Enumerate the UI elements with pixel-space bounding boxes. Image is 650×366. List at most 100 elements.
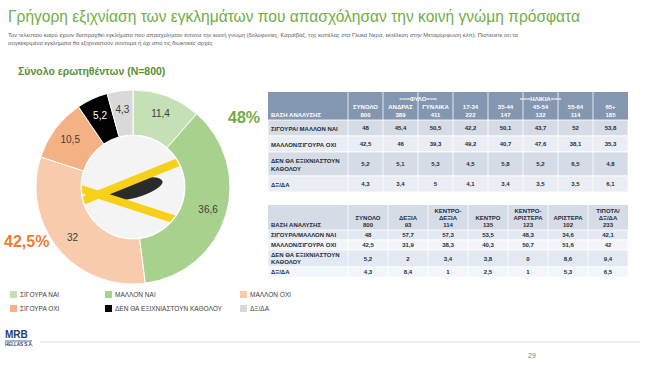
data-label: 5,2 (93, 110, 107, 121)
table-cell: 42 (605, 242, 612, 248)
table-cell: 50,1 (500, 125, 512, 131)
table-cell: 43,7 (535, 125, 547, 131)
annotation: 42,5% (4, 233, 49, 250)
table-cell: 1 (446, 269, 450, 275)
table-column-header: 35-44 (498, 104, 514, 110)
table-cell: 5,3 (431, 161, 440, 167)
table-cell: 4,1 (466, 181, 475, 187)
table-separator (523, 92, 524, 192)
logo-mark: MRB (5, 329, 28, 340)
logo-rule (5, 341, 32, 342)
table-cell: 6,5 (604, 269, 613, 275)
table-row-bg (268, 240, 628, 250)
table-base: 93 (405, 222, 412, 228)
table-cell: 3,8 (484, 256, 493, 262)
table-cell: 4,3 (361, 181, 370, 187)
table-group-header: ===ΗΛΙΚΙΑ=== (520, 96, 562, 102)
slide-svg: Γρήγορη εξιχνίαση των εγκλημάτων που απα… (0, 0, 650, 366)
table-cell: 3,5 (571, 181, 580, 187)
table-row-label: ΔΞ/ΔΑ (271, 182, 290, 188)
table-row-label: ΚΑΘΟΛΟΥ (271, 166, 301, 172)
table-row-label: ΔΕΝ ΘΑ ΕΞΙΧΝΙΑΣΤΟΥΝ (271, 252, 340, 258)
table-row-bg (268, 120, 628, 136)
table-base: 411 (431, 112, 441, 118)
table-row-bg (268, 136, 628, 152)
table-cell: 5,2 (364, 256, 373, 262)
table-cell: 38,1 (570, 141, 582, 147)
table-separator (508, 205, 509, 277)
legend-label: ΣΙΓΟΥΡΑ ΟΧΙ (20, 305, 60, 312)
table-row-bg (268, 152, 628, 176)
table-cell: 34,6 (562, 232, 574, 238)
annotation: Σύνολο ερωτηθέντων (Ν=800) (18, 65, 165, 77)
table-cell: 42,5 (362, 242, 374, 248)
data-labels: 11,436,63210,55,24,3 (60, 104, 218, 243)
table-row-label: ΜΑΛΛΟΝ/ΣΙΓΟΥΡΑ ΟΧΙ (271, 242, 336, 248)
table-row-bg (268, 267, 628, 277)
table-cell: 3,5 (536, 181, 545, 187)
table-base: 123 (523, 222, 534, 228)
logo: MRBHELLAS S.A. (5, 329, 33, 347)
table-cell: 52 (572, 125, 579, 131)
table-column-header: ΚΕΝΤΡΟ- (435, 208, 462, 214)
table-cell: 39,3 (430, 141, 442, 147)
table-cell: 57,7 (402, 232, 414, 238)
table-cell: 47,6 (535, 141, 547, 147)
table-cell: 31,9 (402, 242, 414, 248)
legend: ΣΙΓΟΥΡΑ ΝΑΙΜΑΛΛΟΝ ΝΑΙΜΑΛΛΟΝ ΟΧΙΣΙΓΟΥΡΑ Ο… (10, 291, 291, 312)
pie-slice (107, 90, 133, 137)
table-row-label: ΔΕΝ ΘΑ ΕΞΙΧΝΙΑΣΤΟΥΝ (271, 158, 340, 164)
background (0, 0, 650, 366)
table-cell: 3,4 (444, 256, 453, 262)
table-column-header: ΤΙΠΟΤΑ/ (596, 208, 620, 214)
table-cell: 40,3 (482, 242, 494, 248)
table-row-label: ΚΑΘΟΛΟΥ (271, 259, 301, 265)
center-decor (60, 135, 198, 239)
legend-label: ΣΙΓΟΥΡΑ ΝΑΙ (20, 291, 59, 298)
data-label: 10,5 (60, 134, 80, 145)
table-cell: 3,4 (501, 181, 510, 187)
table-cell: 53,8 (605, 125, 617, 131)
table-cell: 35,3 (605, 141, 617, 147)
table-cell: 3,4 (396, 181, 405, 187)
data-label: 32 (67, 232, 79, 243)
table-cell: 48 (362, 125, 369, 131)
table-separator (453, 92, 454, 192)
table-cell: 4,8 (606, 161, 615, 167)
table-header-bg (268, 205, 628, 230)
table-cell: 5,3 (564, 269, 573, 275)
slide: Γρήγορη εξιχνίαση των εγκλημάτων που απα… (0, 0, 650, 366)
table-base-label: ΒΑΣΗ ΑΝΑΛΥΣΗΣ (271, 112, 321, 118)
table-separator (388, 205, 389, 277)
table-separator (548, 205, 549, 277)
legend-swatch (105, 305, 112, 312)
table-base-label: ΒΑΣΗ ΑΝΑΛΥΣΗΣ (271, 222, 321, 228)
table-column-header: ΣΥΝΟΛΟ (353, 104, 378, 110)
legend-label: ΜΑΛΛΟΝ ΝΑΙ (115, 291, 156, 298)
table-row-bg (268, 250, 628, 267)
table-column-header: ΔΞ/ΔΑ (599, 215, 618, 221)
table-cell: 2,5 (484, 269, 493, 275)
table-column-header: ΓΥΝΑΙΚΑ (422, 104, 449, 110)
table-cell: 5,1 (396, 161, 405, 167)
table-column-header: ΔΕΞΙΑ (399, 215, 418, 221)
table-separator (468, 205, 469, 277)
table-column-header: 65+ (605, 104, 616, 110)
page-number: 29 (528, 352, 536, 359)
center-bg (81, 135, 185, 239)
table-base: 114 (443, 222, 453, 228)
table-separator (593, 92, 594, 192)
table-cell: 51,6 (562, 242, 574, 248)
table-cell: 53,5 (482, 232, 494, 238)
table-separator (348, 205, 349, 277)
table-cell: 50,7 (522, 242, 534, 248)
data-label: 36,6 (198, 204, 218, 215)
pie-area: 11,436,63210,55,24,3 (36, 90, 230, 284)
legend-swatch (10, 291, 17, 298)
table-column-header: ΑΝΔΡΑΣ (388, 104, 413, 110)
legend-swatch (240, 291, 247, 298)
table-column-header: 17-34 (463, 104, 479, 110)
legend-swatch (105, 291, 112, 298)
title: Γρήγορη εξιχνίαση των εγκλημάτων που απα… (8, 8, 580, 26)
table-cell: 42,5 (360, 141, 372, 147)
